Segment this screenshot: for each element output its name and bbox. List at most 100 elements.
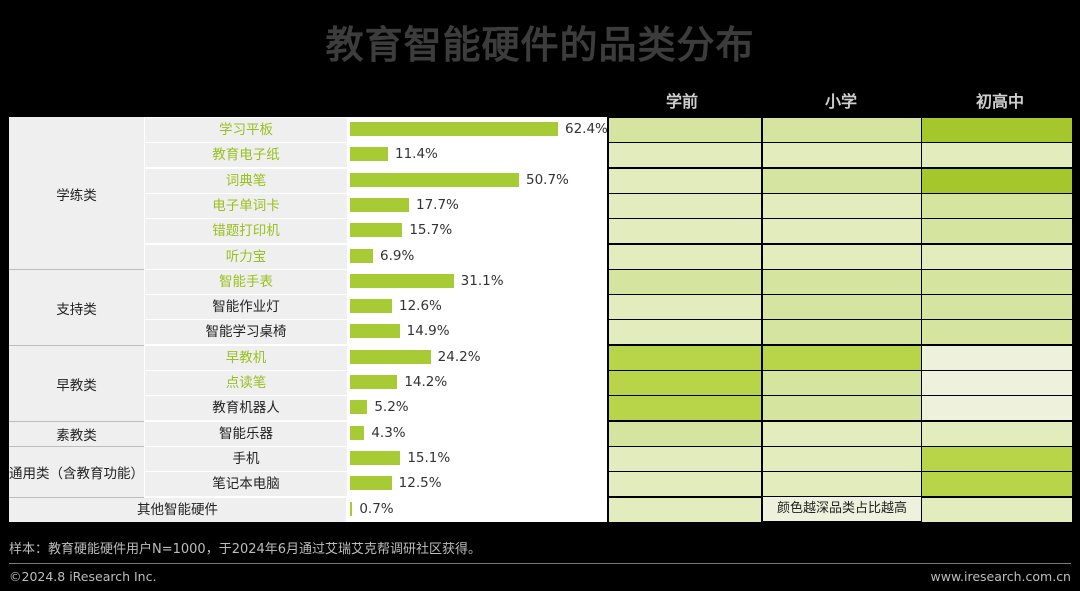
group-separator xyxy=(9,344,144,346)
bar xyxy=(350,400,368,415)
column-header-primary: 小学 xyxy=(824,92,857,111)
data-label: 6.9% xyxy=(380,247,415,264)
heatmap-cell xyxy=(763,345,921,370)
category-label: 电子单词卡 xyxy=(145,193,347,218)
bar xyxy=(350,147,388,162)
data-label: 15.1% xyxy=(407,449,451,466)
heatmap-cell xyxy=(609,371,761,395)
data-label: 14.9% xyxy=(406,323,450,340)
heatmap-cell xyxy=(609,118,761,142)
column-header-secondary: 初高中 xyxy=(975,92,1024,111)
heatmap-cell xyxy=(609,497,761,522)
heatmap-cell xyxy=(609,143,761,168)
group-separator xyxy=(9,268,144,270)
bar xyxy=(350,172,519,187)
heatmap-cell xyxy=(609,269,761,294)
data-label: 31.1% xyxy=(460,272,504,289)
heatmap-cell xyxy=(922,497,1072,522)
group-separator xyxy=(9,445,144,447)
group-label: 通用类（含教育功能） xyxy=(9,466,144,483)
copyright: ©2024.8 iResearch Inc. xyxy=(9,569,157,584)
heatmap-cell xyxy=(763,320,921,345)
heatmap-cell xyxy=(763,396,921,421)
category-label: 早教机 xyxy=(145,345,347,370)
heatmap-cell xyxy=(922,371,1072,395)
heatmap-cell xyxy=(922,472,1072,497)
heatmap-cell xyxy=(922,143,1072,168)
group-label: 早教类 xyxy=(56,377,97,394)
data-label: 0.7% xyxy=(359,500,394,517)
group-label: 其他智能硬件 xyxy=(9,497,346,522)
bar xyxy=(350,299,392,314)
bar xyxy=(350,349,431,364)
group-label: 学练类 xyxy=(56,187,97,204)
heatmap-cell xyxy=(763,168,921,193)
heatmap-cell xyxy=(609,345,761,370)
website-url: www.iresearch.com.cn xyxy=(930,569,1072,584)
bar xyxy=(350,375,398,389)
category-label: 智能乐器 xyxy=(145,421,347,446)
heatmap-cell xyxy=(922,244,1072,269)
heatmap-cell xyxy=(763,193,921,218)
category-label: 手机 xyxy=(145,446,347,471)
data-label: 12.6% xyxy=(399,298,442,315)
category-label: 智能手表 xyxy=(145,269,347,294)
heatmap-cell xyxy=(763,421,921,446)
category-label: 错题打印机 xyxy=(145,219,347,244)
bar xyxy=(350,450,401,465)
data-label: 4.3% xyxy=(371,424,406,441)
bar xyxy=(350,197,409,212)
heatmap-cell xyxy=(609,320,761,345)
heatmap-cell xyxy=(763,244,921,269)
heatmap-cell xyxy=(922,193,1072,218)
group-label: 素教类 xyxy=(56,428,97,445)
heatmap-cell xyxy=(609,219,761,244)
category-label: 词典笔 xyxy=(145,168,347,193)
category-label: 智能学习桌椅 xyxy=(145,320,347,345)
category-label: 点读笔 xyxy=(145,371,347,395)
data-label: 50.7% xyxy=(526,171,569,188)
column-header-preschool: 学前 xyxy=(665,92,698,111)
bar xyxy=(350,324,400,339)
page-title: 教育智能硬件的品类分布 xyxy=(325,23,755,67)
category-column xyxy=(9,117,144,522)
heatmap-cell xyxy=(922,396,1072,421)
group-separator xyxy=(9,496,144,498)
heatmap-cell xyxy=(922,446,1072,471)
bar xyxy=(350,425,365,440)
category-label: 智能作业灯 xyxy=(145,295,347,320)
bar xyxy=(350,476,392,491)
data-label: 24.2% xyxy=(437,348,481,365)
category-label: 听力宝 xyxy=(145,244,347,269)
heatmap-cell xyxy=(922,118,1072,142)
heatmap-cell xyxy=(922,168,1072,193)
heatmap-cell xyxy=(609,168,761,193)
data-label: 5.2% xyxy=(374,399,409,416)
heatmap-cell xyxy=(922,219,1072,244)
heatmap-cell xyxy=(763,371,921,395)
bar xyxy=(350,273,454,288)
heatmap-cell xyxy=(922,269,1072,294)
group-separator xyxy=(9,420,144,422)
bar xyxy=(350,248,373,263)
category-label: 学习平板 xyxy=(145,118,347,142)
heatmap-cell xyxy=(922,295,1072,320)
heatmap-cell xyxy=(763,472,921,497)
data-label: 11.4% xyxy=(395,146,438,163)
heatmap-cell xyxy=(922,320,1072,345)
group-label: 支持类 xyxy=(56,301,97,318)
category-label: 笔记本电脑 xyxy=(145,472,347,497)
heatmap-cell xyxy=(609,472,761,497)
heatmap-cell xyxy=(763,143,921,168)
data-label: 62.4% xyxy=(565,121,608,137)
heatmap-legend-note: 颜色越深品类占比越高 xyxy=(763,497,921,521)
heatmap-cell xyxy=(609,295,761,320)
data-label: 14.2% xyxy=(404,374,448,390)
heatmap-cell xyxy=(763,446,921,471)
heatmap-cell xyxy=(609,193,761,218)
heatmap-cell xyxy=(922,421,1072,446)
category-label: 教育电子纸 xyxy=(145,143,347,168)
heatmap-cell xyxy=(609,421,761,446)
data-label: 12.5% xyxy=(398,475,442,492)
heatmap-cell xyxy=(609,396,761,421)
